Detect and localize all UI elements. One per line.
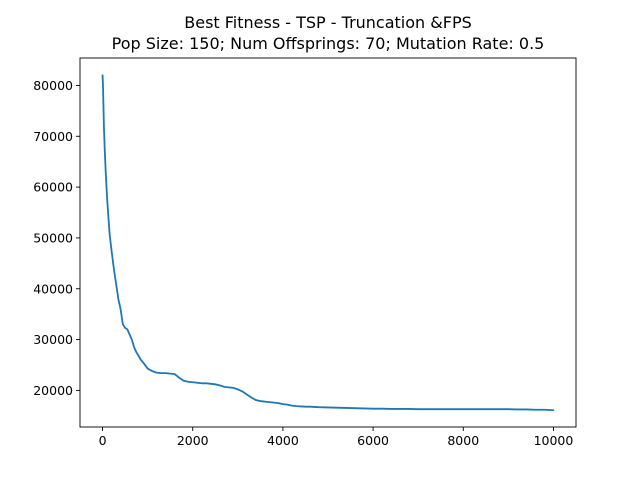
- series-line-0: [101, 74, 555, 412]
- axes-frame: [79, 57, 577, 428]
- x-tick-label: 0: [99, 433, 107, 448]
- x-tick-label: 2000: [177, 433, 209, 448]
- y-tick-label: 30000: [33, 332, 73, 347]
- y-tick-label: 40000: [33, 281, 73, 296]
- y-tick-label: 80000: [33, 78, 73, 93]
- y-tick-label: 20000: [33, 383, 73, 398]
- axes: 0 2000 4000 6000 8000 10000 20000 30000 40000 500…: [33, 57, 577, 448]
- x-tick-label: 6000: [357, 433, 389, 448]
- y-tick-label: 60000: [33, 180, 73, 195]
- chart-subtitle: Pop Size: 150; Num Offsprings: 70; Mutat…: [112, 34, 545, 53]
- x-tick-label: 4000: [267, 433, 299, 448]
- x-tick-label: 8000: [447, 433, 479, 448]
- x-tick-label: 10000: [534, 433, 574, 448]
- y-tick-label: 50000: [33, 230, 73, 245]
- chart-title: Best Fitness - TSP - Truncation &FPS: [184, 13, 472, 32]
- y-tick-label: 70000: [33, 129, 73, 144]
